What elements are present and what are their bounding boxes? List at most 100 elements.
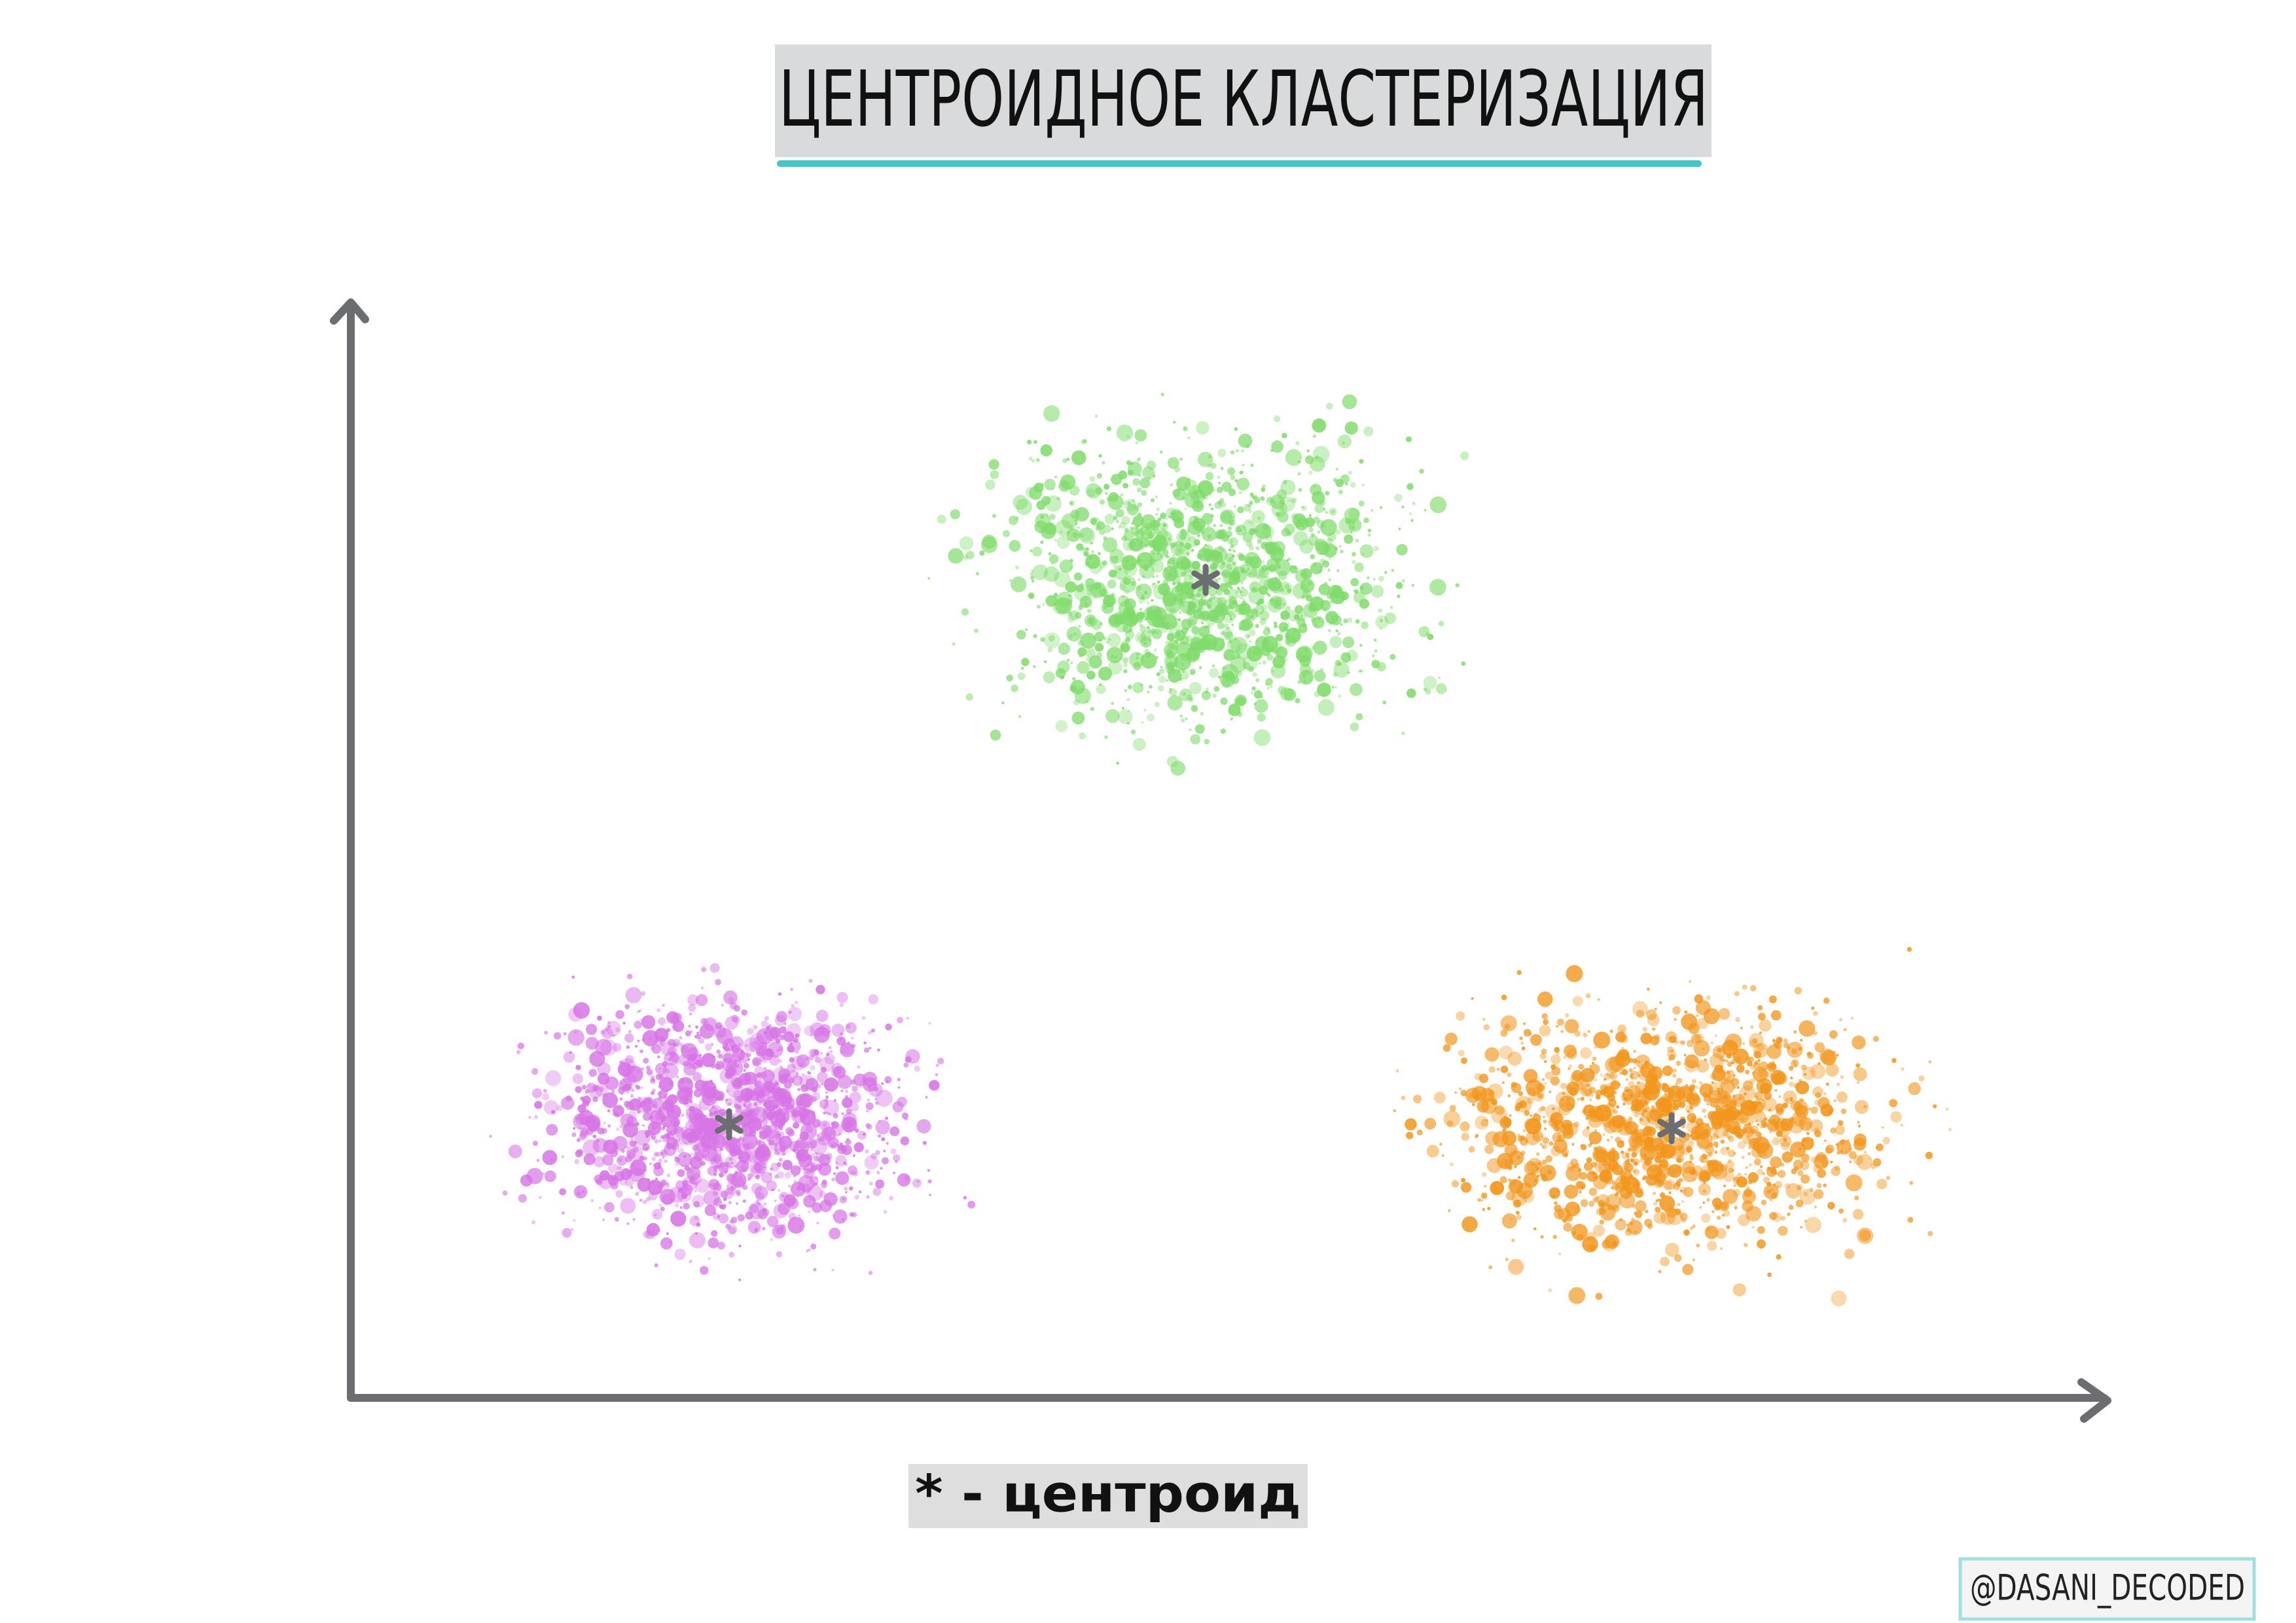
point	[1152, 582, 1155, 586]
point	[1235, 526, 1242, 533]
point	[1285, 639, 1291, 645]
point	[1127, 613, 1139, 625]
point	[869, 1181, 873, 1186]
point	[639, 1100, 647, 1107]
point	[1689, 1160, 1692, 1164]
point	[655, 1177, 658, 1181]
point	[1149, 685, 1153, 689]
point	[1783, 1137, 1787, 1142]
point	[1288, 499, 1291, 502]
point	[1471, 997, 1474, 1000]
point	[1342, 394, 1357, 410]
point	[1058, 643, 1071, 655]
point	[876, 1171, 880, 1175]
point	[1113, 516, 1118, 520]
point	[542, 1093, 549, 1101]
point	[541, 1172, 545, 1175]
point	[1756, 1239, 1766, 1249]
point	[1001, 701, 1005, 705]
point	[746, 1052, 751, 1058]
point	[1717, 1087, 1720, 1090]
point	[544, 1031, 548, 1035]
point	[1219, 529, 1227, 537]
point	[1602, 1086, 1615, 1098]
point	[1692, 1258, 1695, 1262]
point	[1282, 480, 1287, 485]
point	[1263, 628, 1270, 636]
point	[1322, 560, 1330, 568]
point	[1689, 1134, 1693, 1137]
point	[660, 1179, 667, 1185]
point	[700, 1266, 709, 1275]
point	[1645, 1109, 1648, 1113]
point	[1598, 1158, 1615, 1175]
point	[1194, 542, 1198, 546]
point	[1615, 1219, 1627, 1231]
point	[1767, 1119, 1780, 1132]
point	[1355, 713, 1363, 721]
point	[1539, 1024, 1551, 1037]
point	[1541, 1144, 1548, 1150]
point	[1406, 1132, 1414, 1139]
point	[1840, 1108, 1847, 1115]
point	[1133, 662, 1141, 671]
point	[1480, 1199, 1484, 1202]
point	[1116, 424, 1134, 442]
point	[730, 1044, 740, 1053]
point	[542, 1150, 558, 1166]
point	[1761, 1122, 1768, 1128]
point	[1547, 1169, 1552, 1175]
point	[1551, 1064, 1556, 1070]
point	[1736, 1176, 1748, 1188]
point	[813, 1156, 819, 1162]
point	[1595, 1094, 1601, 1100]
point	[620, 1198, 636, 1214]
point	[1079, 527, 1093, 542]
point	[759, 1056, 766, 1062]
point	[1602, 1237, 1617, 1251]
point	[686, 1106, 702, 1122]
point	[1539, 1143, 1543, 1146]
point	[649, 1115, 654, 1120]
point	[1180, 528, 1187, 535]
point	[1244, 552, 1260, 567]
point	[1714, 1150, 1718, 1154]
point	[1627, 1147, 1632, 1152]
point	[1776, 1107, 1784, 1115]
point	[632, 1163, 635, 1166]
point	[1079, 533, 1084, 538]
point	[1783, 1042, 1789, 1048]
point	[976, 572, 979, 575]
point	[1367, 528, 1372, 533]
point	[869, 1046, 872, 1050]
point	[1687, 1133, 1690, 1136]
point	[1525, 1118, 1541, 1135]
point	[916, 1119, 931, 1133]
point	[738, 1043, 742, 1046]
point	[863, 1041, 867, 1044]
point	[1257, 539, 1263, 544]
point	[1270, 580, 1283, 594]
point	[1419, 469, 1424, 474]
point	[763, 1067, 767, 1071]
point	[1071, 450, 1086, 465]
point	[520, 1174, 533, 1187]
point	[681, 1164, 685, 1167]
point	[1719, 1247, 1723, 1250]
point	[1179, 592, 1182, 596]
point	[573, 1219, 576, 1222]
point	[1077, 526, 1080, 529]
point	[1238, 594, 1244, 600]
point	[756, 1097, 759, 1100]
point	[762, 1119, 768, 1126]
point	[1734, 991, 1740, 997]
point	[768, 1139, 774, 1146]
point	[1779, 1038, 1784, 1043]
point	[1484, 1145, 1494, 1154]
point	[1676, 1086, 1693, 1103]
point	[1247, 635, 1250, 638]
point	[671, 1141, 680, 1150]
point	[1655, 1206, 1660, 1213]
point	[1723, 1059, 1726, 1062]
point	[1784, 1183, 1791, 1190]
